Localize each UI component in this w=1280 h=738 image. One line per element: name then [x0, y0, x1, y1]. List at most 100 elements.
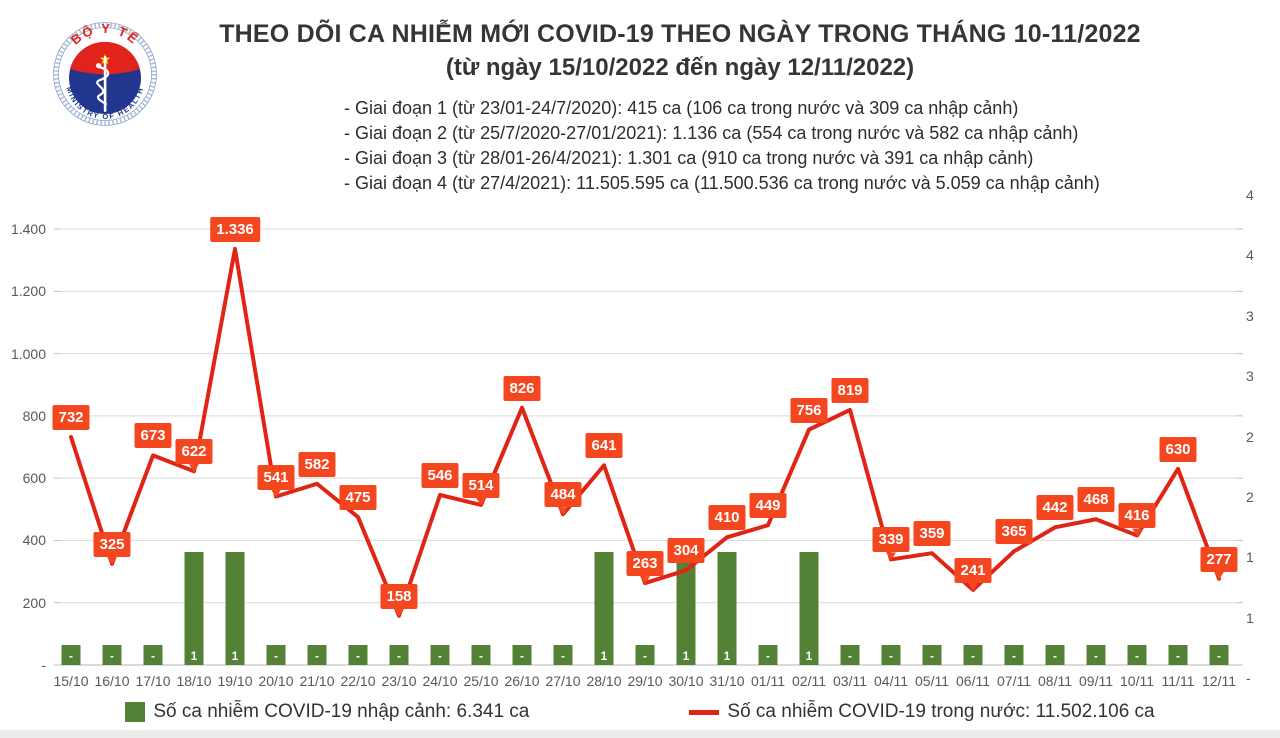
date-label: 17/10 — [135, 673, 171, 689]
data-label: 1.336 — [210, 216, 260, 242]
imported-bar — [922, 645, 942, 665]
right-axis-label: 2 — [1246, 489, 1254, 505]
left-axis-label: 800 — [22, 407, 46, 424]
data-label: 641 — [585, 433, 623, 459]
imported-bar — [758, 645, 778, 665]
imported-bar-value: - — [1217, 649, 1221, 663]
imported-bar-value: - — [520, 649, 524, 663]
date-label: 25/10 — [463, 673, 499, 689]
imported-bar — [266, 645, 286, 665]
imported-bar-value: - — [1012, 649, 1016, 663]
date-label: 28/10 — [586, 673, 622, 689]
data-label: 622 — [175, 439, 213, 465]
imported-bar-value: - — [561, 649, 565, 663]
date-label: 09/11 — [1079, 673, 1113, 689]
label-pointer — [968, 582, 978, 591]
imported-bar — [881, 645, 901, 665]
page-subtitle: (từ ngày 15/10/2022 đến ngày 12/11/2022) — [445, 54, 915, 81]
right-axis-label: 1 — [1246, 549, 1254, 566]
phase-line-1: - Giai đoạn 1 (từ 23/01-24/7/2020): 415 … — [344, 98, 1019, 118]
imported-bar-value: - — [766, 649, 770, 663]
imported-bar — [307, 645, 327, 665]
date-label: 02/11 — [792, 673, 826, 689]
date-label: 22/10 — [340, 673, 376, 689]
label-pointer — [1132, 528, 1142, 537]
data-label: 416 — [1118, 503, 1156, 529]
right-axis-label: 4 — [1246, 247, 1254, 264]
date-label: 15/10 — [53, 673, 89, 689]
imported-bar — [717, 552, 737, 665]
date-label: 01/11 — [751, 673, 785, 689]
left-axis-label: 1.000 — [10, 345, 46, 362]
data-label: 541 — [257, 464, 295, 490]
date-label: 24/10 — [422, 673, 458, 689]
left-axis-label: 1.400 — [10, 221, 46, 237]
date-label: 18/10 — [176, 673, 212, 689]
imported-bar — [1209, 645, 1229, 665]
imported-bar — [471, 645, 491, 665]
data-label: 819 — [831, 377, 869, 403]
right-axis-label: 1 — [1246, 609, 1254, 626]
imported-bar-value: - — [1053, 649, 1057, 663]
imported-bar-value: - — [643, 649, 647, 663]
legend-item-domestic: Số ca nhiễm COVID-19 trong nước: 11.502.… — [689, 701, 1155, 723]
data-label: 514 — [462, 472, 500, 498]
data-label: 158 — [380, 583, 418, 609]
data-label: 241 — [954, 557, 992, 583]
label-pointer — [107, 556, 117, 565]
imported-bar-value: - — [151, 649, 155, 663]
imported-bar — [963, 645, 983, 665]
legend-label-domestic: Số ca nhiễm COVID-19 trong nước: 11.502.… — [727, 701, 1155, 722]
imported-bar-value: - — [356, 649, 360, 663]
right-axis-label: 4 — [1246, 187, 1254, 203]
imported-bar-value: 1 — [600, 649, 608, 663]
imported-bar-value: - — [889, 649, 893, 663]
imported-bar — [553, 645, 573, 665]
phase-line-2: - Giai đoạn 2 (từ 25/7/2020-27/01/2021):… — [344, 123, 1079, 143]
left-axis-label: 200 — [22, 594, 46, 611]
imported-bar — [225, 552, 245, 665]
right-axis-label: - — [1246, 670, 1251, 687]
page-title: THEO DÕI CA NHIỄM MỚI COVID-19 THEO NGÀY… — [219, 20, 1141, 48]
right-axis-label: 3 — [1246, 368, 1254, 385]
imported-bar — [184, 552, 204, 665]
imported-bar — [102, 645, 122, 665]
date-label: 03/11 — [833, 673, 867, 689]
date-label: 26/10 — [504, 673, 540, 689]
right-axis-label: 2 — [1246, 428, 1254, 445]
data-label: 582 — [298, 451, 336, 477]
date-label: 04/11 — [874, 673, 908, 689]
date-label: 20/10 — [258, 673, 294, 689]
imported-bar — [1168, 645, 1188, 665]
imported-bar-value: 1 — [682, 649, 690, 663]
date-label: 11/11 — [1161, 673, 1195, 689]
data-label: 756 — [790, 397, 828, 423]
data-label: 673 — [134, 423, 172, 449]
imported-bar — [840, 645, 860, 665]
imported-bar-value: - — [69, 649, 73, 663]
imported-bar — [143, 645, 163, 665]
right-axis-label: 3 — [1246, 307, 1254, 324]
phase-summary: - Giai đoạn 1 (từ 23/01-24/7/2020): 415 … — [344, 96, 1100, 196]
imported-bar — [61, 645, 81, 665]
data-label: 630 — [1159, 436, 1197, 462]
data-label: 277 — [1200, 546, 1238, 572]
legend: Số ca nhiễm COVID-19 nhập cảnh: 6.341 ca… — [0, 701, 1280, 723]
data-label: 449 — [749, 493, 787, 519]
footer-strip — [0, 730, 1280, 738]
label-pointer — [640, 576, 650, 585]
label-pointer — [271, 489, 281, 498]
legend-swatch-domestic-line — [689, 709, 720, 715]
imported-bar — [348, 645, 368, 665]
date-label: 21/10 — [299, 673, 335, 689]
date-label: 29/10 — [627, 673, 663, 689]
date-label: 31/10 — [709, 673, 745, 689]
imported-bar-value: 1 — [805, 649, 813, 663]
label-pointer — [558, 507, 568, 516]
left-axis-label: - — [41, 657, 46, 673]
imported-bar — [430, 645, 450, 665]
date-label: 30/10 — [668, 673, 704, 689]
imported-bar-value: - — [274, 649, 278, 663]
